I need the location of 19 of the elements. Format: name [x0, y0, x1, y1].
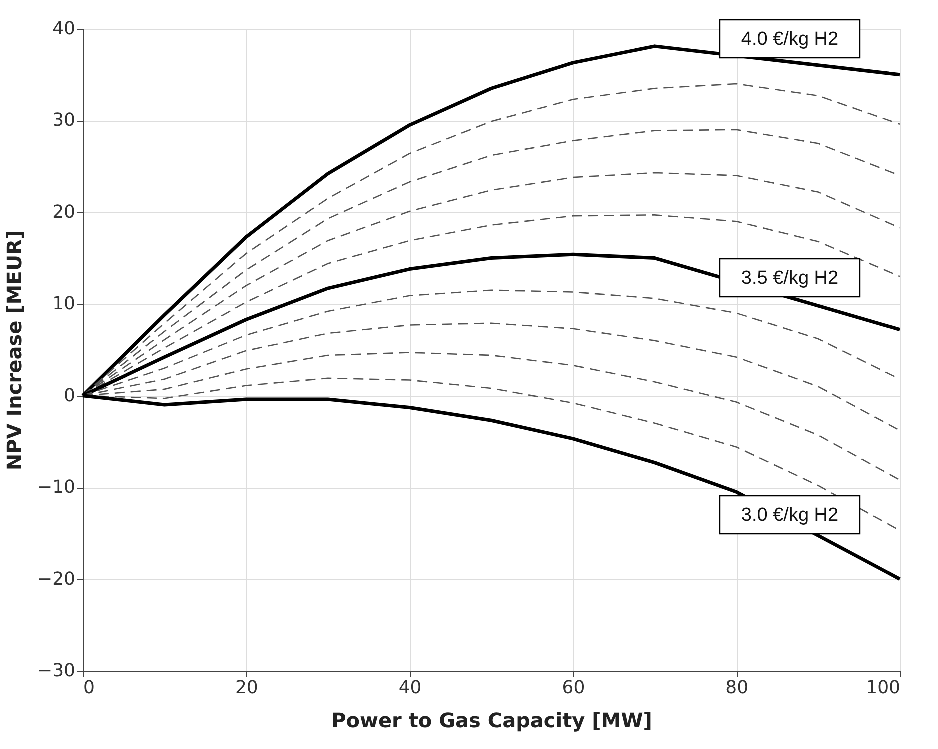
annotation: 3.5 €/kg H2	[741, 268, 839, 289]
y-tick-label: 10	[52, 294, 76, 315]
y-tick-label: 30	[52, 110, 76, 132]
annotation: 4.0 €/kg H2	[741, 29, 839, 50]
y-tick-label: −10	[38, 477, 76, 498]
y-tick-label: −20	[38, 568, 76, 590]
annotation: 3.0 €/kg H2	[741, 505, 839, 526]
x-tick-label: 60	[562, 678, 586, 698]
y-tick-label: 20	[52, 202, 76, 223]
x-tick-label: 20	[235, 678, 258, 698]
x-tick-label: 0	[84, 678, 95, 698]
y-tick-label: 0	[64, 385, 76, 406]
x-tick-label: 100	[866, 678, 900, 698]
x-axis-title: Power to Gas Capacity [MW]	[332, 708, 652, 732]
y-tick-label: −30	[38, 660, 76, 682]
y-tick-label: 40	[52, 18, 76, 40]
x-tick-label: 40	[398, 678, 422, 698]
y-axis-title: NPV Increase [MEUR]	[2, 230, 27, 471]
x-tick-label: 80	[726, 678, 749, 698]
